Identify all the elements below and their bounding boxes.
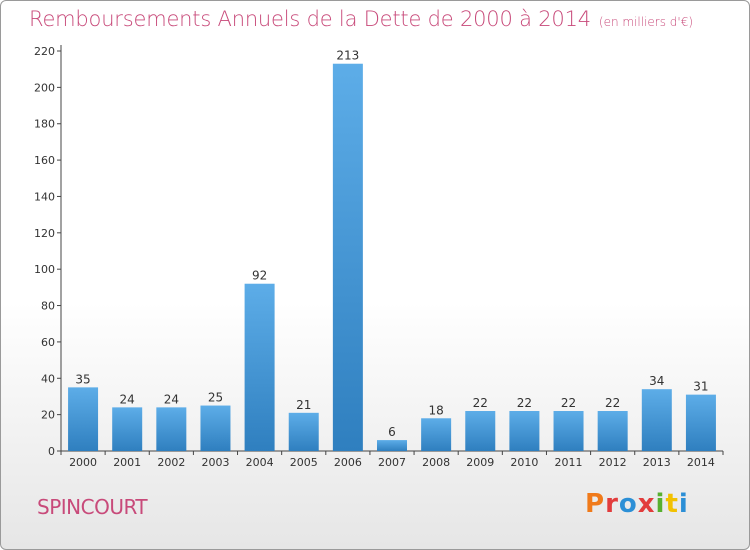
bar-2003 bbox=[200, 405, 231, 451]
town-name: SPINCOURT bbox=[37, 495, 148, 519]
bar-2001 bbox=[112, 407, 143, 451]
x-tick-label: 2011 bbox=[555, 456, 583, 469]
data-label: 22 bbox=[561, 396, 576, 410]
bar-2004 bbox=[244, 283, 275, 451]
data-label: 21 bbox=[296, 398, 311, 412]
bar-2011 bbox=[553, 411, 584, 451]
bar-2013 bbox=[641, 389, 672, 451]
x-tick-label: 2007 bbox=[378, 456, 406, 469]
bar-2012 bbox=[597, 411, 628, 451]
x-tick-label: 2004 bbox=[246, 456, 274, 469]
brand-letter: i bbox=[655, 489, 666, 519]
x-tick-label: 2012 bbox=[599, 456, 627, 469]
chart-title-unit: (en milliers d'€) bbox=[598, 15, 694, 29]
brand-letter: o bbox=[618, 489, 638, 519]
bar-2007 bbox=[377, 440, 407, 451]
brand-letter: x bbox=[637, 489, 656, 519]
data-label: 22 bbox=[605, 396, 620, 410]
data-label: 6 bbox=[388, 425, 396, 439]
x-tick-label: 2014 bbox=[687, 456, 715, 469]
y-tick-label: 120 bbox=[34, 227, 55, 240]
y-tick-label: 180 bbox=[34, 118, 55, 131]
bar-2010 bbox=[509, 411, 540, 451]
chart-bars bbox=[68, 63, 716, 452]
brand-letter: r bbox=[605, 489, 619, 519]
bar-2006 bbox=[332, 63, 363, 452]
x-tick-label: 2002 bbox=[157, 456, 185, 469]
brand-letter: P bbox=[585, 489, 606, 519]
y-tick-label: 100 bbox=[34, 263, 55, 276]
y-tick-label: 60 bbox=[41, 336, 55, 349]
data-label: 22 bbox=[473, 396, 488, 410]
brand-letter: i bbox=[678, 489, 689, 519]
data-label: 18 bbox=[428, 403, 443, 417]
x-tick-label: 2003 bbox=[201, 456, 229, 469]
data-label: 25 bbox=[208, 391, 223, 405]
chart-axes: 0 20 40 60 80 100 120 140 160 180 200 220 2000 2001 20… bbox=[34, 45, 724, 469]
x-tick-label: 2006 bbox=[334, 456, 362, 469]
brand-letter: t bbox=[665, 489, 679, 519]
y-tick-label: 0 bbox=[48, 445, 55, 458]
data-label: 213 bbox=[336, 49, 359, 63]
y-tick-label: 160 bbox=[34, 154, 55, 167]
data-label: 92 bbox=[252, 269, 267, 283]
chart-title-main: Remboursements Annuels de la Dette de 20… bbox=[29, 7, 591, 31]
data-label: 31 bbox=[693, 380, 708, 394]
y-tick-label: 200 bbox=[34, 81, 55, 94]
brand-logo: Proxiti bbox=[585, 489, 689, 519]
data-label: 24 bbox=[164, 392, 179, 406]
x-tick-label: 2008 bbox=[422, 456, 450, 469]
y-tick-label: 140 bbox=[34, 190, 55, 203]
bar-2009 bbox=[465, 411, 496, 451]
bar-2000 bbox=[68, 387, 99, 451]
x-tick-label: 2009 bbox=[466, 456, 494, 469]
x-tick-label: 2000 bbox=[69, 456, 97, 469]
data-label: 34 bbox=[649, 374, 664, 388]
x-tick-label: 2010 bbox=[510, 456, 538, 469]
chart-title: Remboursements Annuels de la Dette de 20… bbox=[29, 7, 693, 31]
chart-data-labels: 35 24 24 25 92 21 213 6 18 22 22 22 22 34 31 bbox=[75, 49, 708, 439]
bar-2008 bbox=[421, 418, 452, 451]
bar-2005 bbox=[288, 412, 319, 451]
data-label: 24 bbox=[120, 392, 135, 406]
y-tick-label: 80 bbox=[41, 300, 55, 313]
data-label: 35 bbox=[75, 372, 90, 386]
y-tick-label: 20 bbox=[41, 409, 55, 422]
y-tick-label: 40 bbox=[41, 372, 55, 385]
x-tick-label: 2005 bbox=[290, 456, 318, 469]
y-tick-label: 220 bbox=[34, 45, 55, 58]
data-label: 22 bbox=[517, 396, 532, 410]
x-tick-label: 2013 bbox=[643, 456, 671, 469]
bar-2002 bbox=[156, 407, 187, 451]
bar-2014 bbox=[685, 394, 716, 451]
x-tick-label: 2001 bbox=[113, 456, 141, 469]
